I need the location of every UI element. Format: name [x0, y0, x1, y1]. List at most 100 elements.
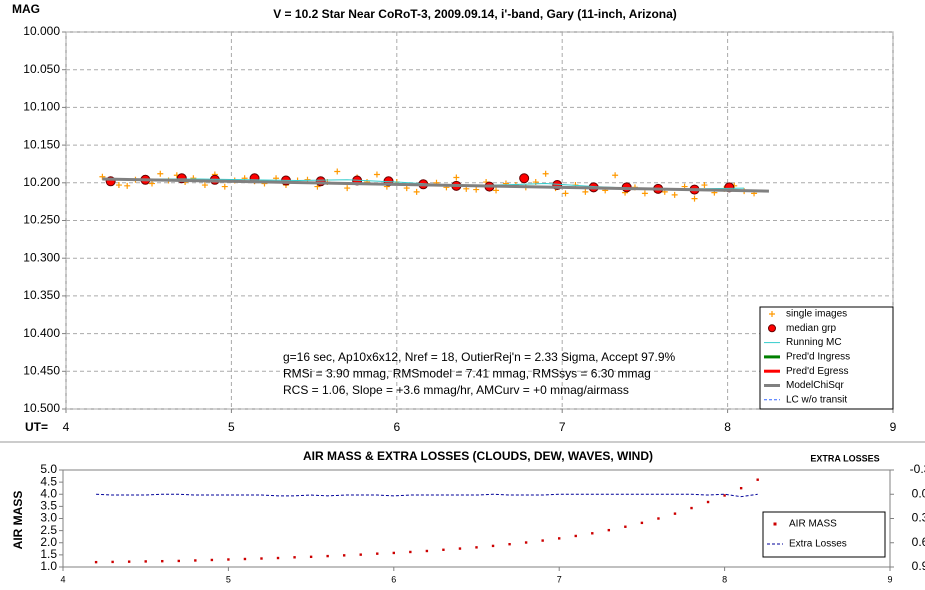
point: [227, 558, 230, 561]
point: [690, 506, 693, 510]
point: [562, 190, 569, 197]
y-tick-label: 10.450: [23, 363, 60, 377]
y-tick-label: 10.000: [23, 24, 60, 38]
point: [111, 560, 114, 564]
point: [210, 558, 214, 562]
point: [641, 190, 648, 197]
y-tick-label: 10.350: [23, 288, 60, 302]
legend-label: single images: [786, 309, 847, 320]
point: [124, 182, 131, 189]
y-tick-label: 1.5: [40, 547, 57, 561]
x-tick-label: 8: [724, 420, 731, 434]
legend-box: [759, 306, 894, 410]
legend-swatch: [768, 324, 776, 333]
y2-tick-label: 0.3: [912, 511, 925, 525]
point: [524, 541, 528, 544]
legend-box: [762, 511, 886, 558]
point: [425, 549, 429, 553]
y2-tick-label: 0.0: [912, 486, 925, 500]
point: [373, 171, 380, 178]
chart-title: V = 10.2 Star Near CoRoT-3, 2009.09.14, …: [273, 7, 677, 21]
y-tick-label: 3.5: [40, 499, 57, 513]
y-axis-label: AIR MASS: [11, 491, 25, 550]
point: [293, 556, 296, 559]
chart-title: AIR MASS & EXTRA LOSSES (CLOUDS, DEW, WA…: [303, 449, 653, 463]
point: [591, 532, 594, 535]
point: [392, 551, 395, 555]
x-tick-label: 8: [722, 574, 727, 584]
series-line: [96, 493, 758, 498]
point: [640, 521, 644, 525]
legend-label: LC w/o transit: [786, 394, 847, 405]
y-tick-label: 2.0: [40, 535, 57, 549]
point: [177, 559, 180, 563]
x-tick-label: 5: [228, 420, 235, 434]
x-tick-label: 4: [60, 574, 65, 584]
y-tick-label: 1.0: [40, 559, 57, 573]
plot-area: [62, 469, 891, 568]
point: [260, 557, 263, 560]
point: [194, 559, 197, 562]
x-tick-label: 5: [226, 574, 231, 584]
x-tick-label: 6: [391, 574, 396, 584]
point: [334, 168, 341, 175]
point: [671, 191, 678, 198]
y2-axis-label: EXTRA LOSSES: [810, 453, 879, 463]
point: [161, 559, 164, 563]
legend-label: Extra Losses: [789, 539, 847, 550]
y2-tick-label: 0.6: [912, 535, 925, 549]
point: [574, 534, 577, 538]
y2-tick-label: 0.9: [912, 559, 925, 573]
annotation: RMSi = 3.90 mmag, RMSmodel = 7.41 mmag, …: [283, 367, 651, 381]
point: [453, 174, 460, 181]
legend-label: ModelChiSqr: [786, 380, 844, 391]
y-tick-label: 4.5: [40, 474, 57, 488]
point: [442, 548, 445, 551]
point: [607, 528, 611, 532]
legend-label: median grp: [786, 323, 836, 334]
x-tick-label: 7: [559, 420, 566, 434]
point: [149, 180, 156, 187]
y-tick-label: 10.400: [23, 326, 60, 340]
y-tick-label: 10.100: [23, 100, 60, 114]
point: [723, 494, 726, 497]
point: [413, 188, 420, 195]
point: [542, 170, 549, 177]
legend-swatch: [769, 311, 775, 317]
x-tick-label: 9: [887, 574, 892, 584]
point: [473, 186, 480, 193]
annotation: g=16 sec, Ap10x6x12, Nref = 18, OutierRe…: [283, 350, 676, 364]
point: [475, 546, 478, 549]
x-axis-label: UT=: [25, 420, 48, 434]
y-tick-label: 5.0: [40, 462, 57, 476]
point: [673, 512, 677, 515]
point: [157, 170, 164, 177]
point: [458, 547, 462, 550]
legend-label: Pred'd Egress: [786, 366, 849, 377]
y-tick-label: 10.150: [23, 137, 60, 151]
point: [624, 525, 627, 528]
point: [612, 172, 619, 179]
point: [519, 173, 530, 184]
point: [94, 560, 98, 564]
series-line: [102, 177, 769, 193]
y-tick-label: 10.300: [23, 250, 60, 264]
y-tick-label: 10.050: [23, 62, 60, 76]
point: [276, 556, 280, 560]
point: [344, 185, 351, 192]
y2-tick-label: -0.3: [910, 462, 925, 476]
point: [739, 486, 743, 490]
y-tick-label: 10.250: [23, 213, 60, 227]
y-tick-label: 10.200: [23, 175, 60, 189]
y-axis-label: MAG: [12, 2, 40, 16]
point: [756, 478, 759, 481]
point: [657, 517, 660, 520]
point: [541, 539, 544, 542]
y-tick-label: 3.0: [40, 511, 57, 525]
x-tick-label: 4: [63, 420, 70, 434]
point: [582, 188, 589, 195]
point: [99, 173, 106, 180]
point: [309, 555, 313, 559]
point: [359, 553, 362, 556]
